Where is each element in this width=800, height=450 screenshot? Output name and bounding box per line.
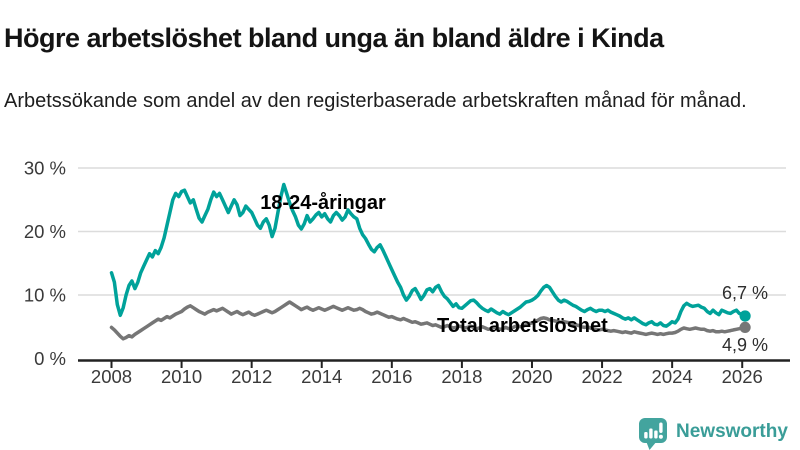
newsworthy-logo: Newsworthy [637,417,788,450]
series-line-total [109,300,747,341]
y-tick-label: 30 % [24,158,66,179]
x-tick-label: 2026 [722,366,763,387]
x-tick-label: 2024 [652,366,693,387]
x-tick-label: 2012 [231,366,272,387]
end-dot-total [739,321,751,333]
x-tick-label: 2020 [511,366,552,387]
series-label-youth: 18-24-åringar [260,192,386,214]
end-value-youth: 6,7 % [721,283,768,303]
series-label-total: Total arbetslöshet [437,315,608,337]
x-tick-label: 2014 [301,366,342,387]
end-dot-youth [739,310,751,322]
end-value-total: 4,9 % [721,335,768,355]
newsworthy-chart-bubble-icon [639,418,667,450]
series-line-youth [109,182,747,328]
chart-title: Högre arbetslöshet bland unga än bland ä… [4,23,664,54]
y-tick-label: 20 % [24,221,66,242]
x-tick-label: 2008 [91,366,132,387]
x-tick-label: 2016 [371,366,412,387]
x-tick-label: 2010 [161,366,202,387]
x-tick-label: 2022 [581,366,622,387]
y-tick-label: 0 % [34,348,66,369]
x-tick-label: 2018 [441,366,482,387]
chart-subtitle: Arbetssökande som andel av den registerb… [4,90,747,112]
newsworthy-wordmark: Newsworthy [676,421,788,442]
y-tick-label: 10 % [24,285,66,306]
